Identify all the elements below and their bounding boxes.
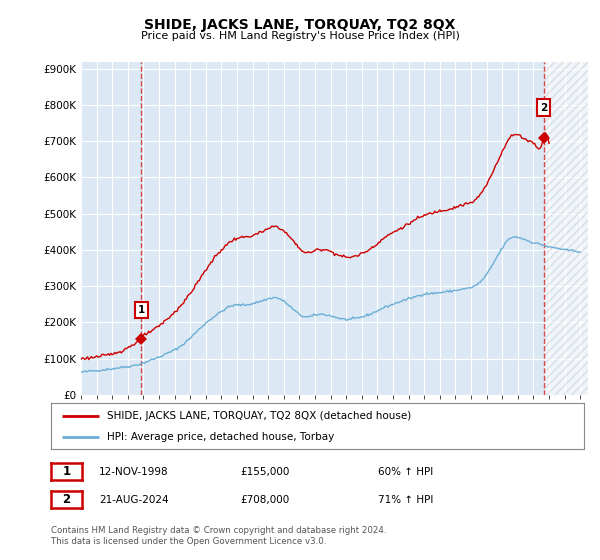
- Text: SHIDE, JACKS LANE, TORQUAY, TQ2 8QX (detached house): SHIDE, JACKS LANE, TORQUAY, TQ2 8QX (det…: [107, 410, 411, 421]
- Text: £708,000: £708,000: [240, 494, 289, 505]
- Text: Price paid vs. HM Land Registry's House Price Index (HPI): Price paid vs. HM Land Registry's House …: [140, 31, 460, 41]
- Text: 1: 1: [138, 305, 145, 315]
- Text: 21-AUG-2024: 21-AUG-2024: [99, 494, 169, 505]
- Text: 1: 1: [62, 465, 71, 478]
- Text: HPI: Average price, detached house, Torbay: HPI: Average price, detached house, Torb…: [107, 432, 334, 442]
- Bar: [544, 62, 588, 395]
- Text: SHIDE, JACKS LANE, TORQUAY, TQ2 8QX: SHIDE, JACKS LANE, TORQUAY, TQ2 8QX: [145, 18, 455, 32]
- Text: 71% ↑ HPI: 71% ↑ HPI: [378, 494, 433, 505]
- Text: £155,000: £155,000: [240, 466, 289, 477]
- Text: 2: 2: [62, 493, 71, 506]
- Text: 12-NOV-1998: 12-NOV-1998: [99, 466, 169, 477]
- Text: Contains HM Land Registry data © Crown copyright and database right 2024.
This d: Contains HM Land Registry data © Crown c…: [51, 526, 386, 546]
- Text: 60% ↑ HPI: 60% ↑ HPI: [378, 466, 433, 477]
- Text: 2: 2: [540, 102, 547, 113]
